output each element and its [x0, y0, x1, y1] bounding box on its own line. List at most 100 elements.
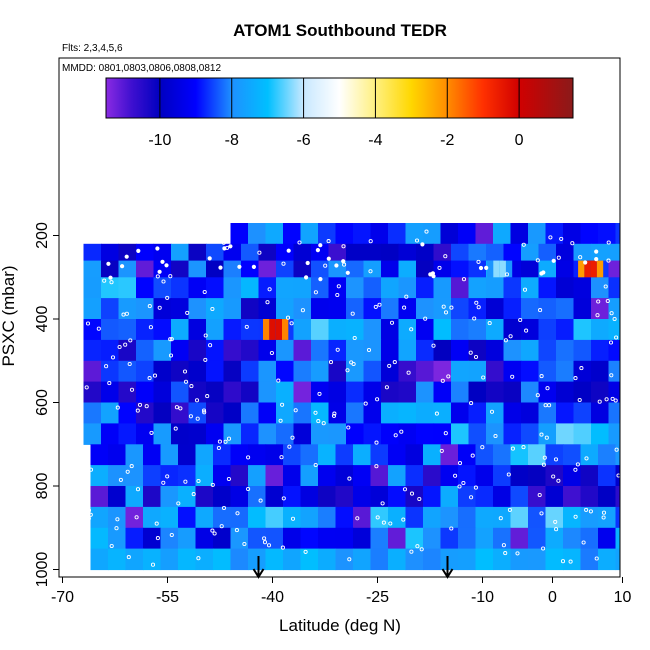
- sample-point: [317, 391, 322, 396]
- heatmap-cell: [83, 402, 102, 424]
- heatmap-cell: [293, 243, 312, 262]
- sample-point: [539, 511, 544, 516]
- sample-point: [594, 249, 599, 254]
- colorbar-tick-label: -4: [368, 132, 382, 149]
- sample-point: [380, 501, 385, 506]
- heatmap-cell: [580, 444, 599, 466]
- heatmap-cell: [328, 260, 347, 278]
- heatmap-cell: [423, 223, 442, 245]
- heatmap-cell: [433, 381, 452, 404]
- heatmap-cell: [556, 277, 575, 299]
- sample-point: [266, 543, 272, 548]
- sample-point: [300, 308, 305, 313]
- heatmap-cell: [230, 506, 249, 529]
- heatmap-cell: [136, 298, 155, 320]
- heatmap-cell: [563, 486, 582, 508]
- heatmap-cell: [311, 402, 330, 424]
- sample-point: [332, 411, 337, 416]
- heatmap-cell: [101, 402, 120, 424]
- sample-point: [366, 347, 372, 353]
- x-tick-label: 0: [548, 589, 557, 606]
- heatmap-cell: [230, 465, 249, 487]
- sample-point: [473, 485, 478, 490]
- heatmap-cell: [381, 339, 400, 362]
- sample-point: [387, 363, 392, 368]
- heatmap-cell: [258, 277, 277, 299]
- heatmap-cell: [440, 223, 459, 245]
- heatmap-cell: [136, 339, 155, 362]
- sample-point: [262, 536, 267, 541]
- x-axis-label: Latitude (deg N): [279, 616, 401, 635]
- heatmap-cell: [370, 465, 389, 487]
- heatmap-cell: [388, 444, 407, 466]
- sample-point: [368, 239, 373, 244]
- heatmap-cell: [188, 423, 207, 445]
- heatmap-cell: [503, 402, 522, 424]
- sample-point: [521, 242, 526, 247]
- heatmap-cell: [265, 486, 284, 508]
- heatmap-cell: [423, 548, 442, 571]
- sample-point: [428, 272, 433, 277]
- heatmap-cell: [195, 506, 214, 529]
- heatmap-cell: [493, 444, 512, 466]
- heatmap-cell: [83, 381, 102, 404]
- heatmap-cell: [538, 243, 557, 262]
- heatmap-cell: [241, 423, 260, 445]
- heatmap-cell: [405, 223, 424, 245]
- heatmap-cell: [160, 548, 179, 571]
- sample-point: [286, 248, 291, 253]
- sample-point: [559, 236, 564, 241]
- sample-point: [155, 536, 160, 541]
- heatmap-cell: [153, 339, 172, 362]
- heatmap-cell: [475, 506, 494, 529]
- sample-point: [212, 531, 217, 536]
- sample-point: [168, 353, 174, 358]
- heatmap-cell: [580, 506, 599, 529]
- heatmap-cell: [108, 444, 127, 466]
- sample-point: [605, 298, 610, 304]
- heatmap-cell: [633, 528, 650, 550]
- heatmap-cell: [486, 243, 505, 262]
- sample-point: [404, 294, 409, 299]
- sample-point: [96, 326, 101, 331]
- heatmap-cell: [608, 381, 620, 404]
- sample-point: [86, 508, 92, 513]
- sample-point: [473, 354, 479, 360]
- sample-point: [128, 338, 133, 343]
- sample-point: [257, 250, 262, 255]
- sample-point: [577, 397, 582, 403]
- sample-point: [542, 455, 547, 460]
- heatmap-cell: [346, 277, 365, 299]
- sample-point: [106, 261, 111, 266]
- heatmap-cell: [118, 402, 137, 424]
- heatmap-cell: [258, 339, 277, 362]
- heatmap-cell: [433, 298, 452, 320]
- heatmap-cell: [230, 486, 249, 508]
- sample-point: [169, 337, 174, 342]
- heatmap-cell: [433, 339, 452, 362]
- sample-point: [553, 457, 559, 462]
- sample-point: [251, 264, 256, 270]
- heatmap-cell: [300, 486, 319, 508]
- heatmap-cell: [503, 381, 522, 404]
- heatmap-cell: [528, 465, 547, 487]
- heatmap-cell: [363, 260, 382, 278]
- sample-point: [443, 254, 448, 259]
- heatmap-cell: [563, 465, 582, 487]
- heatmap-cell: [440, 444, 459, 466]
- heatmap-cell: [580, 486, 599, 508]
- heatmap-cell: [188, 319, 207, 341]
- sample-point: [129, 387, 135, 392]
- heatmap-cell: [615, 223, 620, 245]
- heatmap-cell: [363, 319, 382, 341]
- heatmap-cell: [108, 486, 127, 508]
- y-tick-label: 1000: [34, 552, 51, 588]
- colorbar-gradient: [105, 77, 574, 119]
- heatmap-cell: [293, 277, 312, 299]
- heatmap-cell: [213, 506, 232, 529]
- heatmap-cell: [416, 360, 435, 383]
- heatmap-cell: [178, 527, 197, 550]
- sample-point: [160, 259, 165, 264]
- sample-point: [207, 256, 212, 261]
- heatmap-cell: [644, 298, 650, 320]
